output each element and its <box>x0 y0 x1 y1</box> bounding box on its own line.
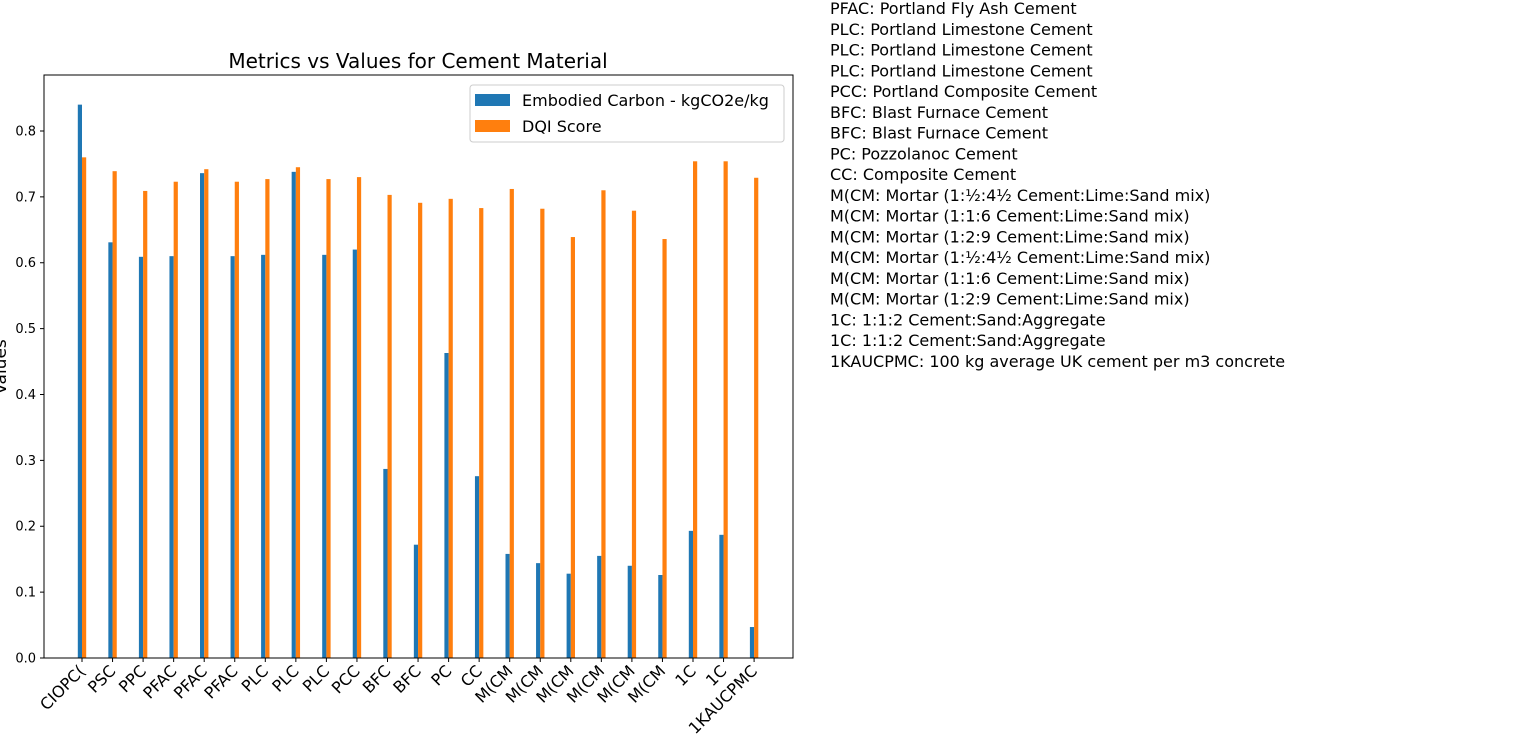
bar <box>230 256 235 658</box>
bar <box>658 574 663 658</box>
bar <box>77 104 82 659</box>
bar <box>754 177 759 658</box>
y-tick-label: 0.6 <box>15 256 36 271</box>
y-tick-label: 0.1 <box>15 586 36 601</box>
x-tick-label: CIOPC( <box>36 661 89 714</box>
bar <box>444 352 449 658</box>
x-tick-label: PFAC <box>139 661 180 702</box>
bar <box>509 188 514 658</box>
y-tick-label: 0.2 <box>15 520 36 535</box>
legend-label: DQI Score <box>522 117 602 136</box>
note: BFC: Blast Furnace Cement <box>830 124 1048 143</box>
bar <box>173 181 178 659</box>
bar <box>601 190 606 659</box>
y-tick-label: 0.4 <box>15 388 36 403</box>
bar <box>719 534 724 658</box>
note: 1KAUCPMC: 100 kg average UK cement per m… <box>830 352 1285 371</box>
bar <box>138 256 144 658</box>
bar <box>418 202 423 658</box>
x-tick-label: PFAC <box>200 661 241 702</box>
legend: Embodied Carbon - kgCO2e/kg DQI Score <box>469 84 785 143</box>
bar <box>597 555 602 658</box>
note: PCC: Portland Composite Cement <box>830 82 1097 101</box>
note: PLC: Portland Limestone Cement <box>830 41 1093 60</box>
y-tick-label: 0.5 <box>15 322 36 337</box>
x-tick-label: BFC <box>359 661 395 697</box>
bar <box>688 530 693 658</box>
bar <box>234 181 239 659</box>
bar <box>291 171 296 659</box>
chart-title: Metrics vs Values for Cement Material <box>228 49 607 73</box>
legend-label: Embodied Carbon - kgCO2e/kg <box>522 91 769 110</box>
note: M(CM: Mortar (1:2:9 Cement:Lime:Sand mix… <box>830 290 1190 309</box>
x-tick-label: PC <box>427 661 455 689</box>
x-tick-label: PLC <box>299 661 333 695</box>
bar <box>474 476 480 658</box>
bar <box>536 563 541 658</box>
bar <box>627 565 632 658</box>
bar <box>356 177 362 658</box>
note: CC: Composite Cement <box>830 165 1016 184</box>
note: BFC: Blast Furnace Cement <box>830 103 1048 122</box>
bar <box>295 167 301 658</box>
bar <box>693 161 698 658</box>
bar <box>723 161 728 658</box>
note: M(CM: Mortar (1:1:6 Cement:Lime:Sand mix… <box>830 269 1190 288</box>
bar <box>261 254 266 658</box>
x-tick-label: PLC <box>238 661 272 695</box>
bar <box>326 179 331 658</box>
bar <box>82 157 87 658</box>
x-tick-label: BFC <box>389 661 425 697</box>
bar <box>413 544 419 658</box>
x-tick-label: PLC <box>268 661 302 695</box>
bar <box>448 198 453 659</box>
y-tick-label: 0.3 <box>15 454 36 469</box>
x-tick-label: PCC <box>328 661 364 697</box>
bar <box>662 239 667 658</box>
legend-swatch <box>475 94 510 106</box>
bar <box>749 627 755 658</box>
bar <box>387 194 392 658</box>
note: M(CM: Mortar (1:1:6 Cement:Lime:Sand mix… <box>830 207 1190 226</box>
bar <box>322 254 327 658</box>
bar <box>204 169 209 658</box>
legend-swatch <box>475 120 510 132</box>
bar <box>383 468 388 658</box>
x-tick-label: PFAC <box>170 661 211 702</box>
bar <box>265 179 270 658</box>
bar <box>143 190 148 659</box>
bar <box>200 173 205 659</box>
legend-box <box>469 84 785 143</box>
bar <box>631 210 637 658</box>
y-axis-label: Values <box>0 339 11 395</box>
y-tick-label: 0.8 <box>15 124 36 139</box>
note: M(CM: Mortar (1:2:9 Cement:Lime:Sand mix… <box>830 227 1190 246</box>
y-tick-label: 0.7 <box>15 190 36 205</box>
bar <box>108 242 113 659</box>
note: M(CM: Mortar (1:½:4½ Cement:Lime:Sand mi… <box>830 186 1210 205</box>
note: PLC: Portland Limestone Cement <box>830 20 1093 39</box>
note: 1C: 1:1:2 Cement:Sand:Aggregate <box>830 310 1106 329</box>
note: PFAC: Portland Fly Ash Cement <box>830 0 1077 18</box>
bar <box>169 256 174 658</box>
bar <box>570 237 575 658</box>
note: M(CM: Mortar (1:½:4½ Cement:Lime:Sand mi… <box>830 248 1210 267</box>
bar <box>112 171 117 658</box>
x-tick-label: 1C <box>671 661 700 690</box>
bar <box>540 208 545 659</box>
note: PC: Pozzolanoc Cement <box>830 144 1018 163</box>
plot-frame <box>43 74 794 659</box>
bar <box>505 553 510 658</box>
bar <box>352 249 357 658</box>
y-tick-label: 0.0 <box>15 652 36 667</box>
bar <box>566 573 571 658</box>
bar <box>479 208 484 659</box>
note: 1C: 1:1:2 Cement:Sand:Aggregate <box>830 331 1106 350</box>
note: PLC: Portland Limestone Cement <box>830 61 1093 80</box>
x-tick-label: PSC <box>84 661 119 696</box>
